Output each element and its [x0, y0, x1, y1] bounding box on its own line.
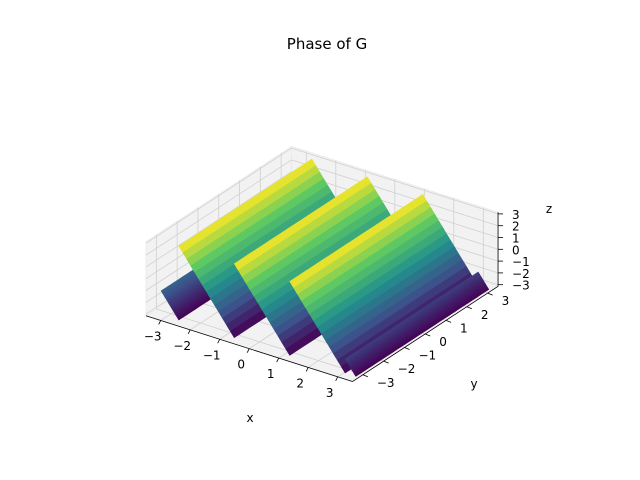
x-axis-label: x [246, 411, 253, 425]
x-tick-mark [335, 376, 339, 382]
x-tick-label: −3 [144, 329, 162, 343]
y-tick-label: 3 [502, 294, 510, 308]
y-tick-mark [487, 292, 493, 296]
x-tick-label: −2 [173, 339, 191, 353]
x-tick-label: 2 [296, 376, 304, 390]
y-tick-mark [404, 347, 410, 350]
gridline-z-left [145, 171, 292, 268]
x-tick-label: 0 [237, 358, 245, 372]
z-axis-label: z [546, 202, 552, 216]
y-tick-mark [362, 374, 368, 378]
surface-facet [229, 328, 239, 339]
z-tick-label: 1 [512, 232, 520, 246]
y-tick-label: 0 [439, 335, 447, 349]
surface-facet [354, 372, 361, 377]
gridline-z-back [291, 147, 499, 215]
x-tick-label: 3 [326, 386, 334, 400]
x-tick-mark [187, 329, 191, 335]
y-tick-label: −3 [377, 376, 395, 390]
x-tick-label: −1 [203, 348, 221, 362]
z-tick-label: −2 [512, 267, 530, 281]
x-tick-mark [276, 357, 280, 363]
y-tick-label: −2 [398, 362, 416, 376]
z-tick-label: −3 [512, 279, 530, 293]
x-tick-label: 1 [267, 367, 275, 381]
z-tick-label: 0 [512, 243, 520, 257]
gridline-z-back [291, 159, 499, 227]
z-tick-label: 3 [512, 208, 520, 222]
z-tick-label: 2 [512, 220, 520, 234]
x-axis-line [145, 315, 353, 382]
z-tick-label: −1 [512, 255, 530, 269]
y-tick-label: 2 [481, 308, 489, 322]
surface-facet [340, 363, 350, 374]
x-tick-mark [246, 348, 250, 353]
y-tick-mark [445, 319, 452, 323]
gridline-z-left [145, 159, 292, 256]
x-tick-mark [305, 367, 309, 372]
gridline-z-left [145, 147, 292, 244]
y-tick-label: 1 [460, 321, 468, 335]
y-tick-mark [425, 333, 431, 337]
x-tick-mark [158, 320, 162, 325]
y-tick-mark [466, 306, 472, 310]
y-tick-label: −1 [418, 349, 436, 363]
surface-facet [177, 314, 184, 321]
chart-title: Phase of G [287, 35, 367, 53]
y-tick-mark [383, 360, 389, 364]
y-axis-label: y [470, 377, 477, 391]
phase-surface [160, 158, 490, 377]
surface-facet [285, 345, 295, 356]
x-tick-mark [217, 339, 221, 344]
